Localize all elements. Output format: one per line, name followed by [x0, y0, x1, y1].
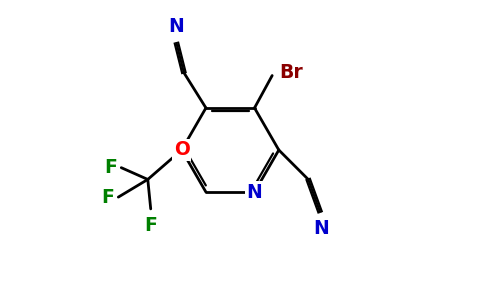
- Text: F: F: [144, 216, 157, 235]
- Text: O: O: [174, 140, 190, 160]
- Text: F: F: [104, 158, 117, 177]
- Text: N: N: [314, 219, 330, 238]
- Text: Br: Br: [280, 63, 303, 82]
- Text: N: N: [247, 183, 262, 202]
- Text: N: N: [168, 17, 184, 36]
- Text: F: F: [101, 188, 114, 207]
